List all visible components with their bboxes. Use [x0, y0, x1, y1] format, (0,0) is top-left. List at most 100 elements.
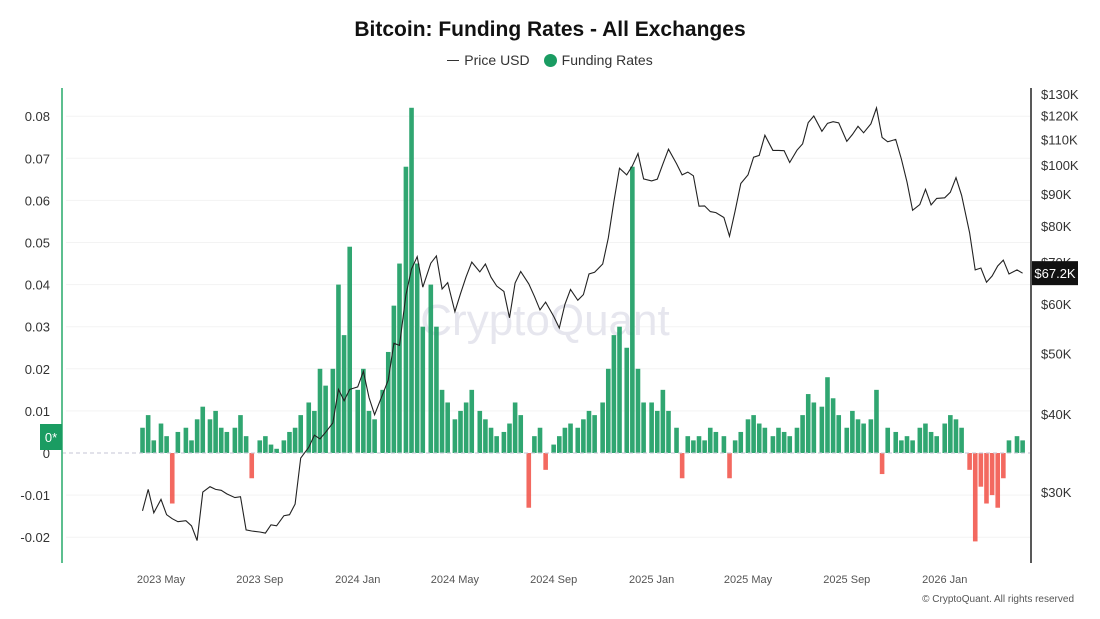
funding-rate-bar	[879, 453, 885, 475]
funding-rate-bar	[257, 440, 263, 453]
funding-rate-bar	[721, 436, 727, 453]
funding-rate-bar	[175, 431, 181, 453]
right-tick-label: $100K	[1041, 158, 1079, 173]
funding-rate-bar	[649, 402, 654, 453]
right-tick-label: $50K	[1041, 346, 1072, 361]
funding-rate-bar	[868, 419, 874, 453]
legend-label-funding-rates: Funding Rates	[561, 52, 653, 68]
funding-rate-bar	[1001, 453, 1006, 479]
funding-rate-bar	[928, 431, 934, 453]
x-tick-label: 2025 Jan	[629, 574, 674, 586]
x-tick-label: 2025 May	[724, 574, 773, 586]
x-tick-label: 2024 Sep	[530, 574, 577, 586]
funding-rate-bar	[501, 431, 507, 453]
funding-rate-bar	[635, 368, 641, 453]
funding-rate-bar	[469, 389, 475, 453]
funding-rate-bar	[281, 440, 287, 453]
funding-rate-bar	[537, 427, 543, 453]
line-marker-icon	[447, 59, 460, 61]
funding-rate-bar	[641, 402, 646, 453]
funding-rate-bar	[776, 427, 781, 453]
funding-rate-bar	[372, 419, 377, 453]
funding-rate-bar	[948, 415, 953, 453]
left-tick-label: 0.07	[25, 151, 50, 166]
funding-rate-bar	[825, 377, 830, 453]
funding-rate-bar	[317, 368, 323, 453]
funding-rate-bar	[391, 305, 397, 453]
funding-rate-bar	[800, 415, 805, 453]
funding-rate-bar	[268, 444, 274, 453]
funding-rate-bar	[556, 436, 562, 453]
left-tick-label: 0.06	[25, 193, 50, 208]
right-tick-label: $110K	[1041, 132, 1078, 147]
funding-rate-bar	[707, 427, 713, 453]
left-tick-label: 0.02	[25, 362, 50, 377]
left-tick-label: 0.04	[25, 278, 50, 293]
funding-rate-bar	[732, 440, 738, 453]
funding-rate-bar	[397, 263, 402, 453]
funding-rate-bar	[738, 431, 744, 453]
funding-rate-bar	[674, 427, 679, 453]
chart-title: Bitcoin: Funding Rates - All Exchanges	[354, 18, 746, 41]
x-tick-label: 2024 Jan	[335, 574, 380, 586]
funding-rate-bar	[434, 326, 439, 453]
funding-rate-bar	[762, 427, 768, 453]
funding-rate-bar	[844, 427, 850, 453]
funding-rate-bar	[306, 402, 312, 453]
funding-rate-bar	[414, 263, 420, 453]
funding-rate-bar	[380, 389, 385, 453]
right-tick-label: $80K	[1041, 219, 1072, 234]
funding-rate-bar	[679, 453, 685, 479]
funding-rate-bar	[751, 415, 756, 453]
funding-rate-bar	[702, 440, 707, 453]
legend: Price USD Funding Rates	[0, 52, 1100, 68]
funding-rate-bar	[830, 398, 836, 453]
legend-item-price[interactable]: Price USD	[447, 52, 530, 68]
funding-rate-bar	[581, 419, 586, 453]
right-tick-label: $120K	[1041, 109, 1079, 124]
funding-rate-bar	[861, 423, 866, 453]
funding-rate-bar	[194, 419, 200, 453]
copyright: © CryptoQuant. All rights reserved	[922, 594, 1074, 605]
funding-rate-bar	[158, 423, 164, 453]
funding-rate-bar	[298, 415, 304, 453]
funding-rate-bar	[811, 402, 817, 453]
funding-rate-bar	[685, 436, 691, 453]
funding-rate-bar	[953, 419, 959, 453]
funding-rate-bar	[439, 389, 445, 453]
funding-rate-bar	[224, 431, 230, 453]
funding-rate-bar	[568, 423, 573, 453]
right-tick-label: $90K	[1041, 187, 1072, 202]
funding-rate-bar	[805, 394, 811, 453]
x-tick-label: 2023 Sep	[236, 574, 283, 586]
funding-rate-bar	[745, 419, 751, 453]
funding-rate-bar	[770, 436, 776, 453]
funding-rate-bar	[518, 415, 524, 453]
funding-rate-bar	[145, 415, 151, 453]
funding-rate-bar	[1014, 436, 1020, 453]
left-tick-label: 0.01	[25, 404, 50, 419]
funding-rate-bar	[967, 453, 972, 470]
right-tick-label: $130K	[1041, 87, 1079, 102]
funding-rate-bar	[483, 419, 488, 453]
funding-rate-bar	[458, 410, 463, 453]
right-tick-label: $40K	[1041, 407, 1072, 422]
x-axis-ticks: 2023 May 2023 Sep 2024 Jan 2024 May 2024 Sep…	[137, 574, 968, 586]
funding-rate-bar	[243, 436, 249, 453]
legend-item-funding-rates[interactable]: Funding Rates	[543, 52, 653, 68]
right-axis-ticks: $30K$40K$50K$60K$70K$80K$90K$100K$110K$1…	[1041, 87, 1079, 500]
left-tick-label: 0.03	[25, 320, 50, 335]
funding-rate-bar	[526, 453, 532, 508]
funding-rate-bar	[292, 427, 298, 453]
funding-rate-bar	[617, 326, 622, 453]
funding-rate-bar	[978, 453, 984, 487]
funding-rate-bar	[151, 440, 157, 453]
funding-rate-bar	[385, 351, 391, 453]
funding-rate-bar	[691, 440, 696, 453]
funding-rate-bars	[140, 107, 1025, 542]
funding-rate-bar	[361, 368, 366, 453]
funding-rate-bar	[341, 335, 347, 453]
funding-rate-bar	[995, 453, 1001, 508]
x-tick-label: 2023 May	[137, 574, 186, 586]
left-tick-label: 0.08	[25, 109, 50, 124]
